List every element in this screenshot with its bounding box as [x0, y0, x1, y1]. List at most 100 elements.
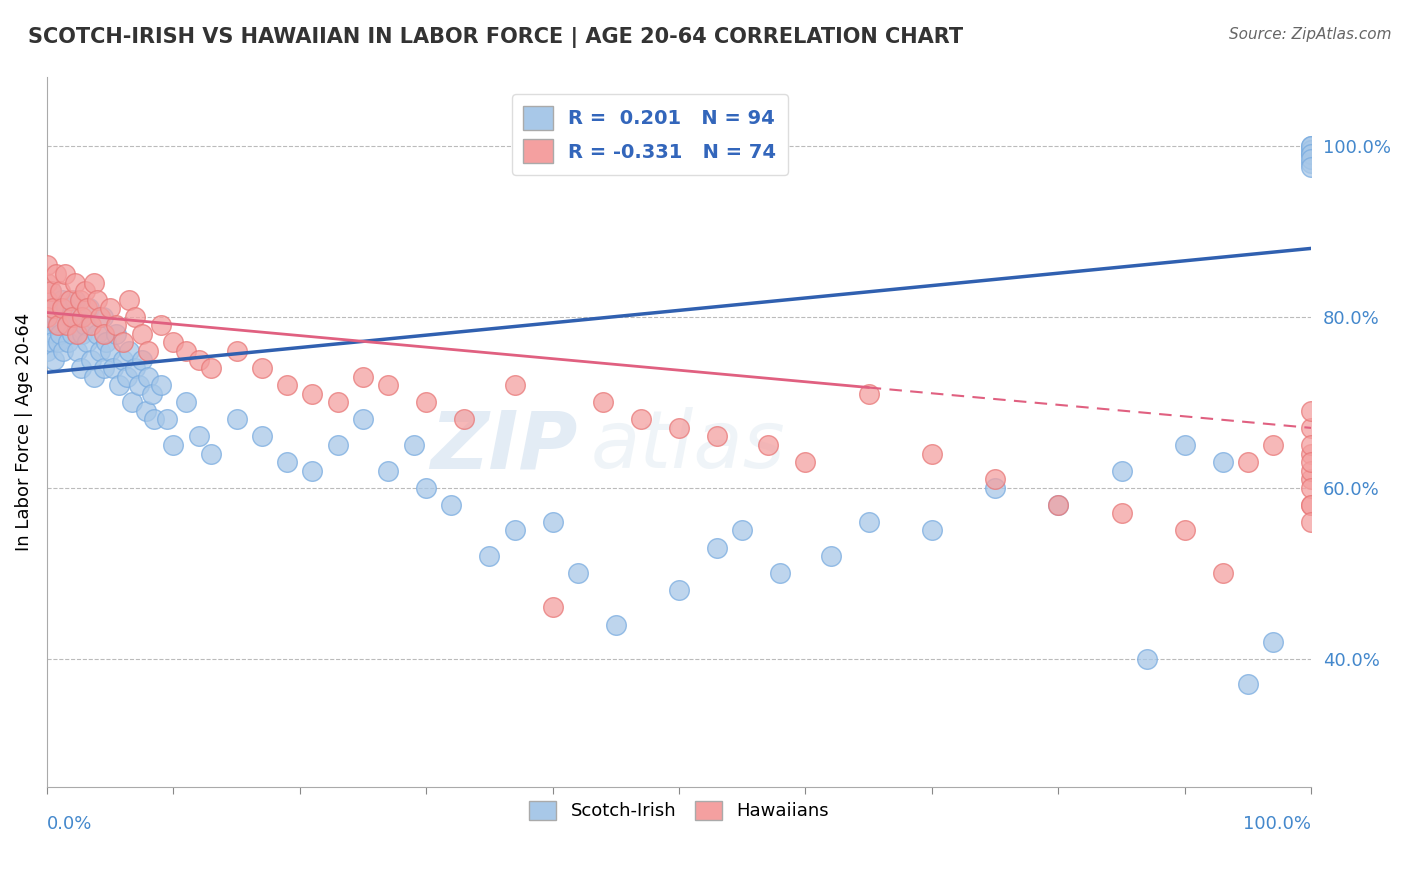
Point — [56, 318, 79, 333]
Point — [66, 326, 89, 341]
Point — [128, 378, 150, 392]
Point — [111, 352, 134, 367]
Point — [46, 318, 69, 333]
Point — [39, 284, 62, 298]
Point — [80, 318, 103, 333]
Point — [45, 310, 67, 324]
Point — [326, 438, 349, 452]
Point — [402, 438, 425, 452]
Point — [1301, 147, 1323, 161]
Point — [1263, 634, 1285, 648]
Point — [55, 301, 77, 316]
Point — [38, 318, 60, 333]
Point — [1301, 152, 1323, 166]
Point — [118, 343, 141, 358]
Point — [174, 343, 197, 358]
Point — [1136, 651, 1159, 665]
Point — [48, 284, 70, 298]
Point — [136, 343, 159, 358]
Point — [187, 352, 209, 367]
Point — [1237, 455, 1260, 469]
Point — [731, 524, 754, 538]
Point — [45, 267, 67, 281]
Point — [503, 378, 526, 392]
Point — [63, 293, 86, 307]
Point — [35, 259, 58, 273]
Point — [118, 293, 141, 307]
Text: SCOTCH-IRISH VS HAWAIIAN IN LABOR FORCE | AGE 20-64 CORRELATION CHART: SCOTCH-IRISH VS HAWAIIAN IN LABOR FORCE … — [28, 27, 963, 48]
Text: Source: ZipAtlas.com: Source: ZipAtlas.com — [1229, 27, 1392, 42]
Point — [83, 369, 105, 384]
Point — [60, 310, 83, 324]
Point — [377, 378, 399, 392]
Point — [541, 600, 564, 615]
Point — [53, 267, 76, 281]
Point — [69, 293, 91, 307]
Point — [858, 515, 880, 529]
Point — [1301, 498, 1323, 512]
Point — [93, 361, 115, 376]
Point — [541, 515, 564, 529]
Legend: Scotch-Irish, Hawaiians: Scotch-Irish, Hawaiians — [522, 794, 837, 828]
Point — [1047, 498, 1070, 512]
Point — [1047, 498, 1070, 512]
Point — [51, 301, 73, 316]
Point — [124, 310, 146, 324]
Point — [187, 429, 209, 443]
Point — [101, 361, 124, 376]
Point — [1301, 481, 1323, 495]
Point — [630, 412, 652, 426]
Point — [80, 352, 103, 367]
Point — [35, 343, 58, 358]
Point — [156, 412, 179, 426]
Point — [200, 361, 222, 376]
Point — [1301, 438, 1323, 452]
Text: ZIP: ZIP — [430, 408, 578, 485]
Point — [162, 335, 184, 350]
Point — [1174, 438, 1197, 452]
Point — [1301, 446, 1323, 460]
Point — [66, 343, 89, 358]
Point — [136, 369, 159, 384]
Point — [42, 301, 65, 316]
Point — [1301, 515, 1323, 529]
Text: atlas: atlas — [591, 408, 786, 485]
Point — [35, 310, 58, 324]
Point — [668, 421, 690, 435]
Point — [415, 481, 437, 495]
Point — [70, 361, 93, 376]
Point — [756, 438, 779, 452]
Point — [326, 395, 349, 409]
Point — [60, 326, 83, 341]
Point — [921, 446, 943, 460]
Point — [35, 293, 58, 307]
Point — [174, 395, 197, 409]
Point — [98, 343, 121, 358]
Point — [105, 318, 128, 333]
Point — [1301, 464, 1323, 478]
Point — [1301, 455, 1323, 469]
Point — [143, 412, 166, 426]
Point — [200, 446, 222, 460]
Point — [73, 284, 96, 298]
Point — [46, 335, 69, 350]
Point — [96, 335, 118, 350]
Point — [1212, 455, 1234, 469]
Point — [73, 318, 96, 333]
Point — [1111, 464, 1133, 478]
Point — [478, 549, 501, 563]
Point — [39, 284, 62, 298]
Point — [592, 395, 614, 409]
Point — [46, 318, 69, 333]
Point — [820, 549, 842, 563]
Point — [352, 412, 374, 426]
Point — [76, 335, 98, 350]
Point — [124, 361, 146, 376]
Point — [706, 541, 728, 555]
Point — [52, 343, 75, 358]
Point — [1237, 677, 1260, 691]
Point — [89, 310, 111, 324]
Point — [141, 386, 163, 401]
Point — [35, 310, 58, 324]
Point — [83, 276, 105, 290]
